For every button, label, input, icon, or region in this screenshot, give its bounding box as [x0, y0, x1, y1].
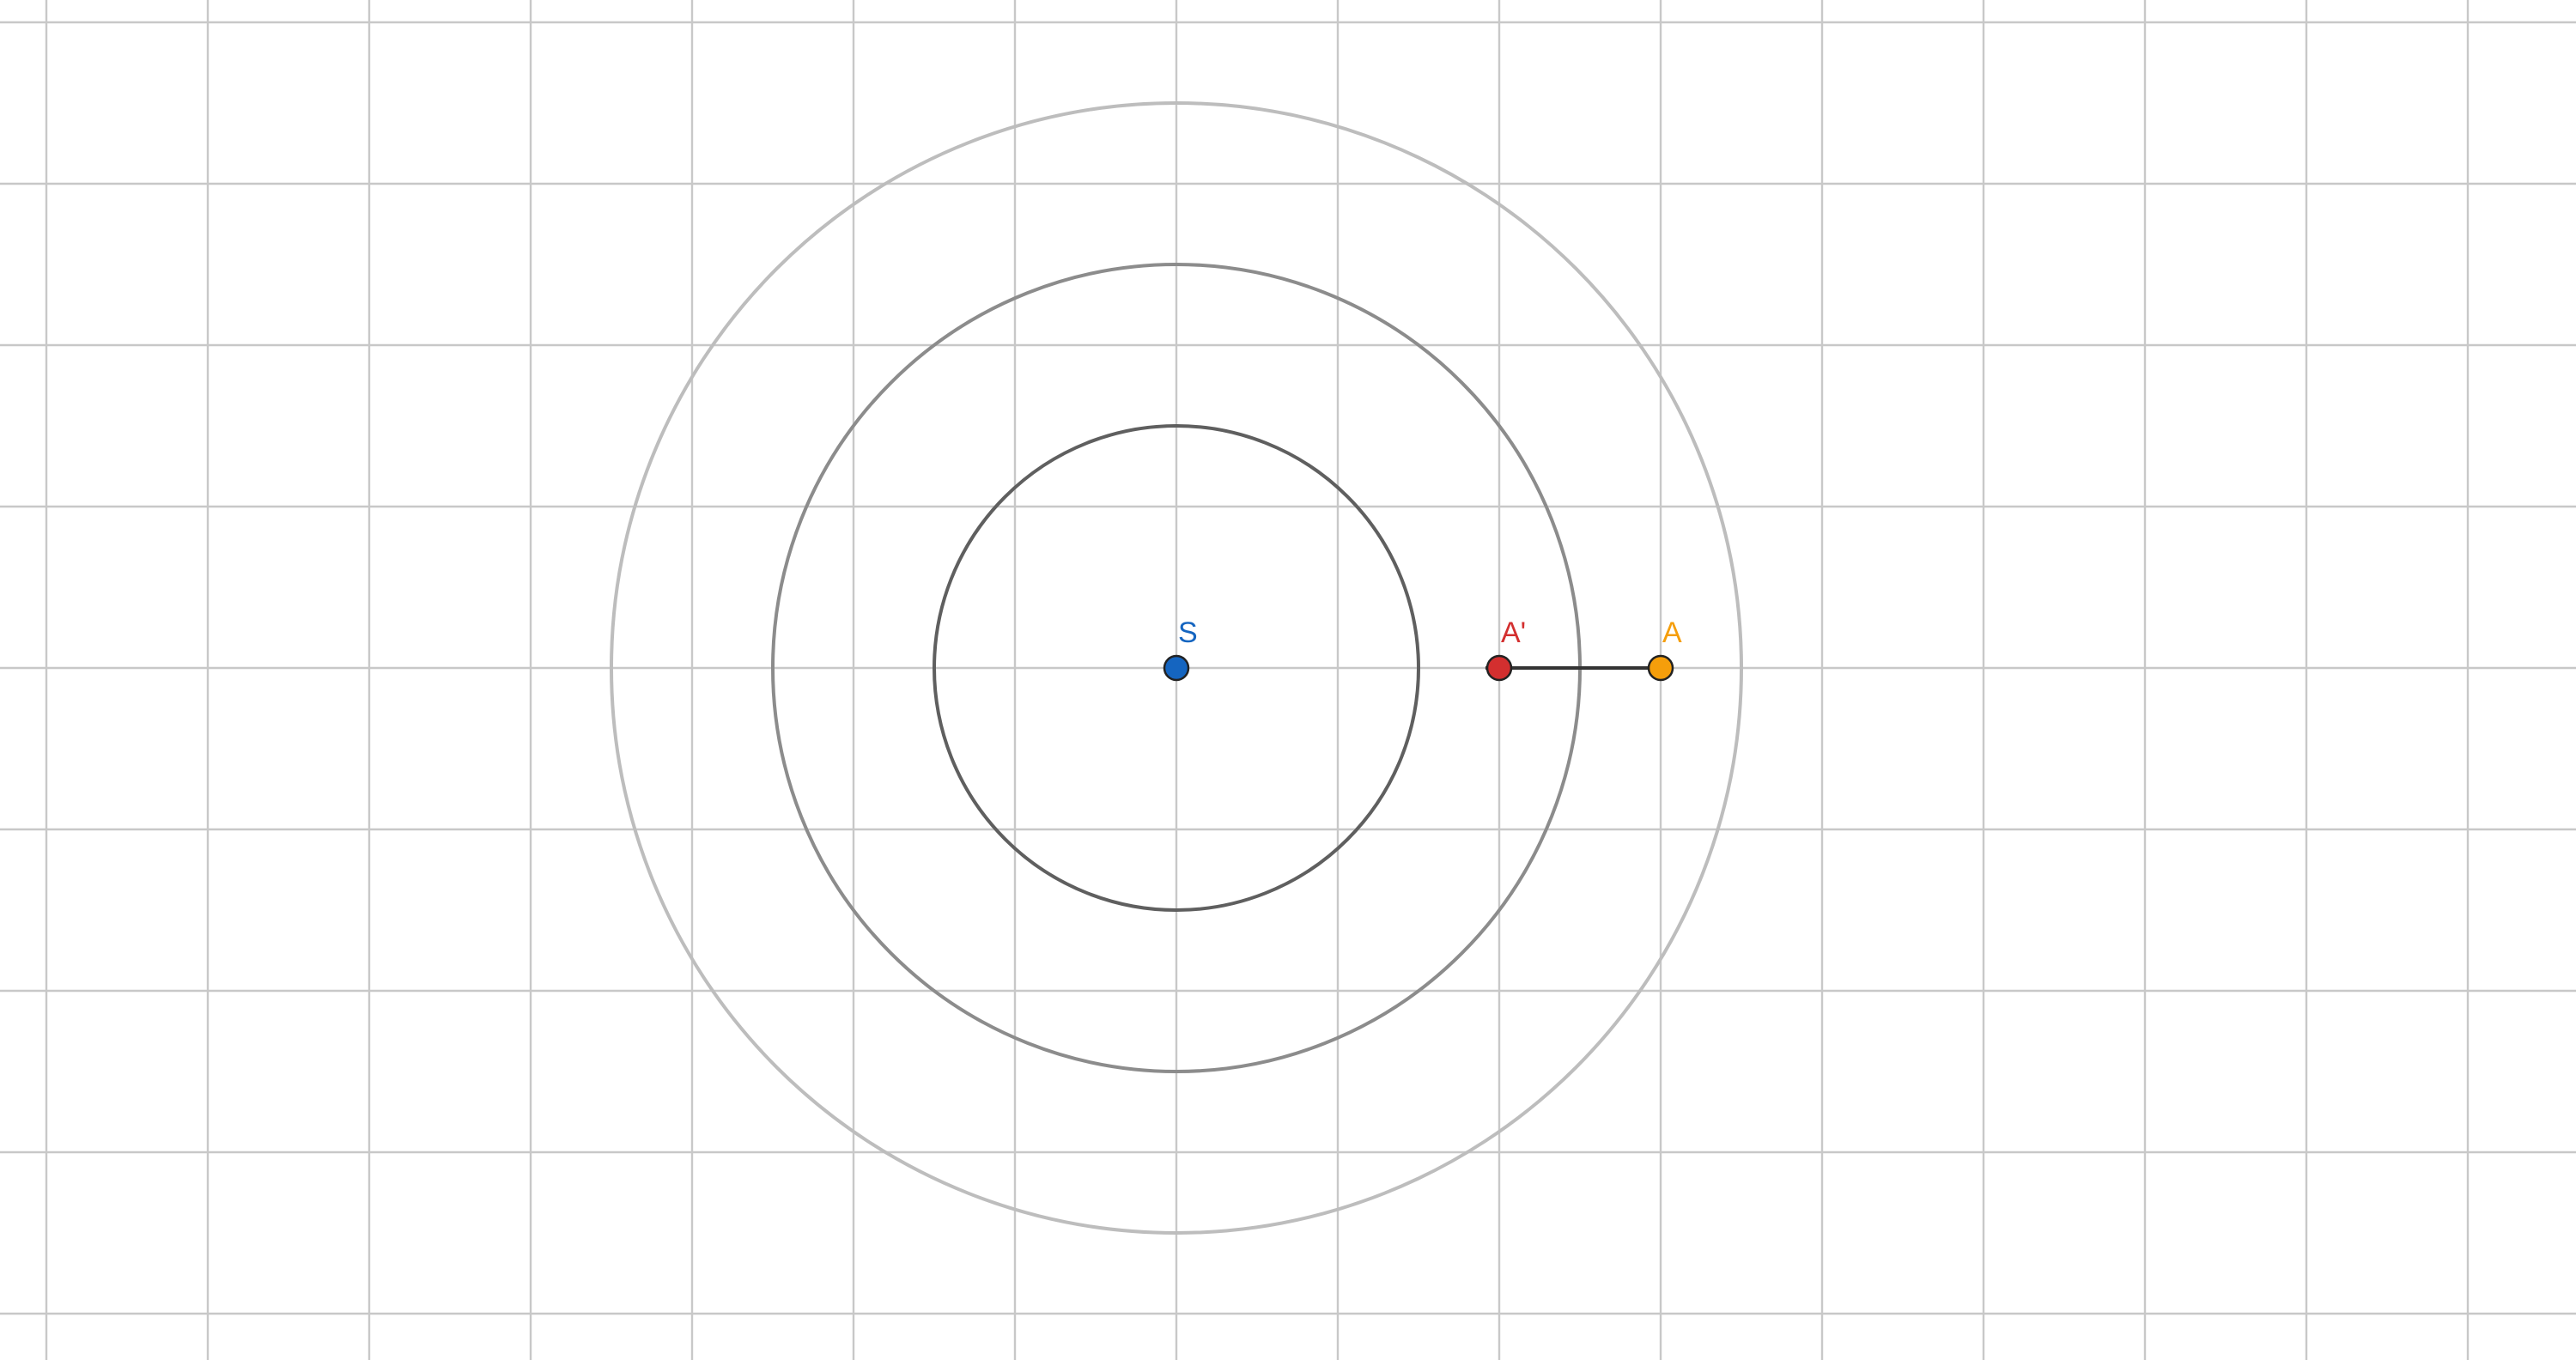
center-label: S [1178, 616, 1198, 649]
point-a-label: A [1662, 616, 1682, 649]
point-a[interactable]: A [1647, 616, 1682, 682]
center-point-s[interactable]: S [1163, 616, 1198, 682]
point-a-prime-label: A' [1501, 616, 1526, 649]
outer-ring [610, 101, 1743, 1235]
point-a-prime[interactable]: A' [1485, 616, 1526, 682]
inner-ring [933, 424, 1420, 912]
points: S A A' [1163, 616, 1682, 682]
